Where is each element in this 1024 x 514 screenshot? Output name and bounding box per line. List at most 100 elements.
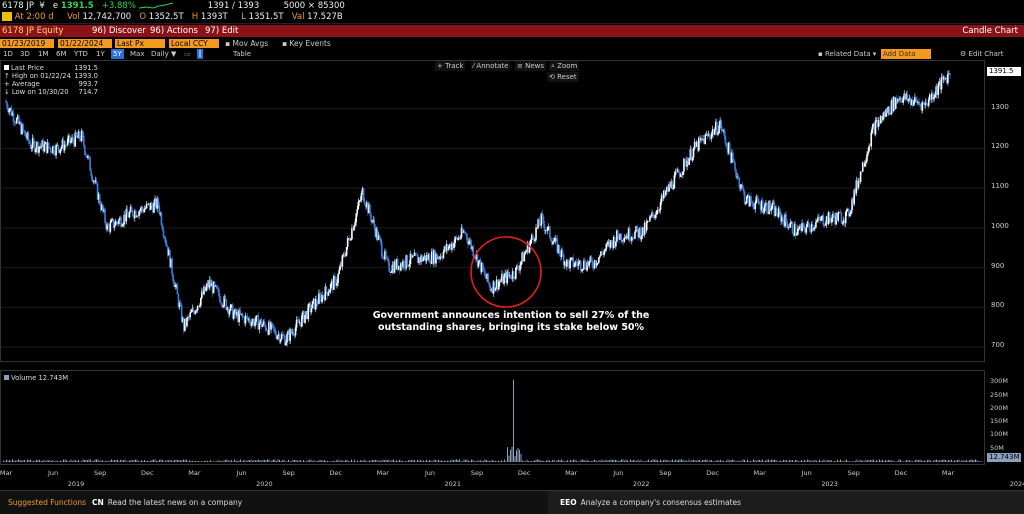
price-chart[interactable]: Last Price 1391.5 ↑ High on 01/22/24 1393.…	[0, 60, 986, 363]
volume-bar	[642, 461, 643, 462]
candle-body	[871, 127, 874, 133]
reset-button[interactable]: ⟲ Reset	[547, 72, 579, 82]
candle-body	[760, 200, 763, 211]
period-6m[interactable]: 6M	[56, 50, 67, 58]
candle-body	[371, 220, 373, 222]
actions-menu[interactable]: 96) Actions	[150, 26, 198, 36]
start-date-field[interactable]: 01/23/2019	[0, 39, 54, 48]
candle-body	[283, 335, 285, 336]
candle-body	[940, 76, 943, 90]
volume-bar	[388, 459, 390, 462]
candle-body	[146, 203, 149, 205]
equity-label[interactable]: 6178 JP Equity	[2, 26, 64, 36]
candle-body	[556, 238, 559, 253]
frequency-select[interactable]: Daily ▼	[151, 50, 177, 58]
track-button[interactable]: + Track	[435, 61, 466, 71]
volume-bar	[88, 459, 90, 462]
field-select[interactable]: Last Px	[115, 39, 165, 48]
candle-body	[40, 146, 42, 148]
candle-body	[920, 104, 923, 111]
candle-body	[821, 215, 824, 218]
candle-body	[207, 283, 210, 288]
period-1d[interactable]: 1D	[3, 50, 13, 58]
candle-body	[638, 228, 641, 238]
volume-bar	[762, 459, 763, 462]
control-bar: 01/23/2019 01/22/2024 Last Px Local CCY …	[0, 38, 1024, 49]
candle-body	[902, 97, 904, 103]
volume-y-axis: 50M 100M 150M 200M 250M 300M 12.743M	[985, 370, 1024, 465]
candle-body	[80, 130, 83, 141]
end-date-field[interactable]: 01/22/2024	[58, 39, 112, 48]
eeo-function-link[interactable]: EEO Analyze a company's consensus estimat…	[560, 491, 741, 514]
mov-avgs-toggle[interactable]: ▪ Mov Avgs	[225, 39, 269, 48]
period-1m[interactable]: 1M	[38, 50, 49, 58]
candle-body	[188, 316, 190, 318]
volume-bar	[178, 460, 180, 462]
candle-body	[404, 268, 406, 269]
volume-bar	[382, 459, 384, 462]
edit-menu[interactable]: 97) Edit	[205, 26, 239, 36]
volume-bar	[9, 460, 10, 462]
candle-body	[541, 213, 544, 217]
news-button[interactable]: ≡ News	[515, 61, 547, 71]
candle-body	[86, 155, 88, 158]
cn-function-link[interactable]: CN Read the latest news on a company	[92, 491, 242, 514]
candle-body	[230, 304, 233, 306]
alert-icon[interactable]	[2, 12, 12, 21]
quote-row-2: At 2:00 d Vol 12,742,700 O 1352.5T H 139…	[2, 12, 343, 23]
candle-body	[187, 316, 189, 319]
candle-body	[694, 141, 697, 147]
candle-body	[927, 99, 930, 106]
currency-select[interactable]: Local CCY	[169, 39, 219, 48]
volume-bar	[723, 460, 724, 462]
volume-bar	[558, 459, 559, 462]
x-year-label: 2021	[444, 480, 462, 488]
candle-body	[747, 194, 749, 197]
related-data-button[interactable]: ▪ Related Data ▾	[818, 50, 877, 58]
candle-body	[673, 175, 676, 189]
add-data-field[interactable]: Add Data	[881, 49, 931, 59]
candle-body	[885, 109, 887, 117]
last-price: 1391.5	[60, 1, 94, 11]
period-ytd[interactable]: YTD	[74, 50, 88, 58]
volume-bar	[147, 460, 148, 462]
volume-bar	[271, 460, 273, 462]
volume-bar	[108, 461, 109, 462]
candle-body	[946, 78, 948, 84]
volume-bar	[793, 461, 795, 462]
volume-chart[interactable]: Volume 12.743M	[0, 370, 985, 465]
key-events-toggle[interactable]: ▪ Key Events	[282, 39, 331, 48]
volume-bar	[612, 459, 613, 462]
volume-bar	[484, 459, 486, 462]
candle-body	[687, 160, 690, 165]
volume-plot[interactable]	[1, 371, 986, 466]
volume-bar	[819, 459, 820, 462]
table-button[interactable]: Table	[233, 50, 252, 58]
zoom-button[interactable]: ⌕ Zoom	[549, 61, 580, 71]
candle-body	[292, 332, 295, 335]
candle-body	[681, 174, 683, 176]
discover-menu[interactable]: 96) Discover	[92, 26, 146, 36]
volume-bar	[562, 460, 564, 462]
candle-body	[252, 319, 254, 322]
edit-chart-button[interactable]: ⚙ Edit Chart	[960, 50, 1004, 58]
period-max[interactable]: Max	[130, 50, 145, 58]
candle-body	[932, 93, 934, 100]
candle-body	[90, 170, 92, 177]
period-1y[interactable]: 1Y	[96, 50, 105, 58]
period-5y[interactable]: 5Y	[111, 49, 124, 59]
candle-body	[858, 180, 861, 182]
candle-body	[331, 280, 334, 290]
line-style-icon[interactable]: ▭	[184, 50, 191, 58]
candle-body	[211, 283, 214, 294]
candle-body	[350, 239, 352, 241]
period-3d[interactable]: 3D	[20, 50, 30, 58]
volume-bar	[981, 461, 982, 462]
price-plot[interactable]	[1, 61, 986, 363]
volume-bar	[394, 460, 396, 462]
candle-body	[712, 129, 715, 135]
volume-bar	[916, 459, 918, 462]
candle-body	[63, 144, 66, 151]
candle-style-icon[interactable]: ⫿	[197, 49, 204, 59]
annotate-button[interactable]: ⁄ Annotate	[471, 61, 511, 71]
